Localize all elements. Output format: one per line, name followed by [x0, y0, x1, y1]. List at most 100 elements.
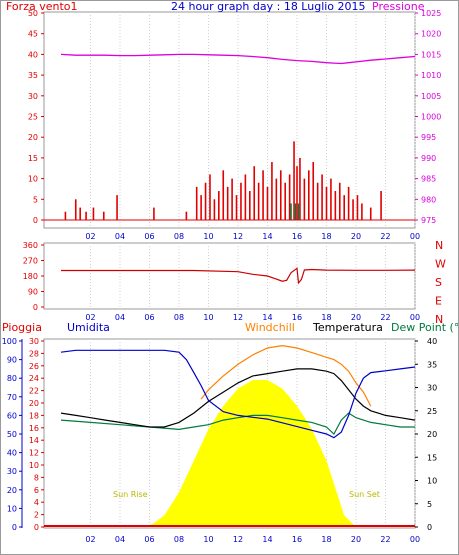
wind-direction-time-ticks: 02 04 06 08 10 12 14 16 18 20 22 00 — [85, 313, 420, 322]
direction-tick-label: 360 — [23, 241, 38, 250]
temperature-tick-label: 30 — [427, 384, 437, 393]
time-tick-label: 08 — [174, 535, 184, 544]
time-tick-label: 22 — [380, 535, 390, 544]
rain-tick-label: 12 — [29, 449, 39, 458]
temperature-tick-label: 40 — [427, 337, 437, 346]
wind-force-bars — [44, 53, 416, 221]
wind-force-tick-label: 30 — [28, 92, 38, 101]
wind-force-tick-label: 25 — [28, 113, 38, 122]
sunrise-label: Sun Rise — [113, 490, 148, 499]
time-tick-label: 10 — [203, 535, 213, 544]
temperature-time-ticks: 02 04 06 08 10 12 14 16 18 20 22 00 — [85, 535, 420, 544]
humidity-tick-label: 100 — [2, 337, 17, 346]
temperature-tick-label: 20 — [427, 430, 437, 439]
chart-title: 24 hour graph day : 18 Luglio 2015 — [171, 0, 366, 13]
rain-tick-label: 30 — [29, 337, 39, 346]
time-tick-label: 04 — [115, 313, 125, 322]
humidity-tick-label: 30 — [7, 467, 17, 476]
humidity-tick-label: 20 — [7, 486, 17, 495]
pressure-label: Pressione — [372, 0, 425, 13]
pressure-tick-label: 1005 — [421, 92, 441, 101]
compass-letter: W — [435, 258, 446, 271]
time-tick-label: 14 — [262, 535, 272, 544]
pressure-tick-label: 1015 — [421, 50, 441, 59]
rain-tick-label: 10 — [29, 461, 39, 470]
pressure-tick-label: 985 — [421, 175, 436, 184]
rain-tick-label: 4 — [34, 498, 39, 507]
humidity-tick-label: 80 — [7, 374, 17, 383]
time-tick-label: 00 — [410, 313, 420, 322]
time-tick-label: 16 — [292, 232, 302, 241]
time-tick-label: 10 — [203, 232, 213, 241]
wind-force-label: Forza vento1 — [6, 0, 78, 13]
rain-tick-label: 26 — [29, 362, 39, 371]
pressure-tick-label: 1010 — [421, 71, 441, 80]
direction-tick-label: 90 — [28, 288, 38, 297]
pressure-tick-label: 990 — [421, 154, 436, 163]
time-tick-label: 12 — [233, 535, 243, 544]
time-tick-label: 20 — [351, 313, 361, 322]
wind-pressure-time-ticks: 02 04 06 08 10 12 14 16 18 20 22 00 — [85, 232, 420, 241]
compass-letter: N — [435, 239, 443, 252]
rain-tick-label: 0 — [34, 523, 39, 532]
time-tick-label: 16 — [292, 313, 302, 322]
time-tick-label: 00 — [410, 232, 420, 241]
temperature-tick-label: 5 — [427, 500, 432, 509]
humidity-label: Umidita — [67, 321, 110, 334]
sunset-label: Sun Set — [349, 490, 380, 499]
time-tick-label: 06 — [144, 232, 154, 241]
time-tick-label: 22 — [380, 313, 390, 322]
dewpoint-line — [60, 412, 415, 435]
rain-tick-label: 28 — [29, 349, 39, 358]
compass-letter: S — [435, 276, 442, 289]
rain-tick-label: 2 — [34, 511, 39, 520]
pressure-axis-ticks: 975 980 985 990 995 1000 1005 1010 1015 1020 1025 — [415, 9, 441, 225]
time-tick-label: 00 — [410, 535, 420, 544]
time-tick-label: 04 — [115, 535, 125, 544]
wind-direction-grid — [61, 243, 416, 309]
time-tick-label: 14 — [262, 313, 272, 322]
wind-direction-axis-ticks: 0 90 180 270 360 — [23, 241, 44, 312]
rain-label: Pioggia — [2, 321, 42, 334]
pressure-tick-label: 1020 — [421, 30, 441, 39]
pressure-tick-label: 975 — [421, 216, 436, 225]
temperature-tick-label: 25 — [427, 407, 437, 416]
windchill-line — [200, 344, 372, 407]
time-tick-label: 18 — [321, 313, 331, 322]
rain-tick-label: 6 — [34, 486, 39, 495]
pressure-tick-label: 1000 — [421, 113, 441, 122]
humidity-tick-label: 10 — [7, 504, 17, 513]
rain-tick-label: 14 — [29, 436, 39, 445]
time-tick-label: 02 — [85, 232, 95, 241]
pressure-tick-label: 980 — [421, 195, 436, 204]
temperature-axis-ticks: 0 5 10 15 20 25 30 35 40 — [415, 337, 437, 532]
direction-tick-label: 0 — [33, 303, 38, 312]
wind-pressure-grid — [90, 12, 416, 228]
time-tick-label: 18 — [321, 232, 331, 241]
temperature-tick-label: 35 — [427, 360, 437, 369]
humidity-tick-label: 90 — [7, 356, 17, 365]
rain-tick-label: 8 — [34, 473, 39, 482]
wind-force-tick-label: 0 — [33, 216, 38, 225]
pressure-tick-label: 1025 — [421, 9, 441, 18]
temperature-tick-label: 15 — [427, 453, 437, 462]
time-tick-label: 12 — [233, 232, 243, 241]
wind-force-tick-label: 40 — [28, 50, 38, 59]
time-tick-label: 02 — [85, 535, 95, 544]
humidity-tick-label: 60 — [7, 411, 17, 420]
windchill-label: Windchill — [245, 321, 295, 334]
pressure-line — [60, 53, 416, 65]
time-tick-label: 22 — [380, 232, 390, 241]
direction-tick-label: 270 — [23, 257, 38, 266]
time-tick-label: 08 — [174, 313, 184, 322]
rain-tick-label: 18 — [29, 411, 39, 420]
rain-tick-label: 24 — [29, 374, 39, 383]
temperature-label: Temperatura — [312, 321, 383, 334]
temperature-line — [60, 368, 416, 428]
humidity-tick-label: 40 — [7, 449, 17, 458]
rain-tick-label: 16 — [29, 424, 39, 433]
